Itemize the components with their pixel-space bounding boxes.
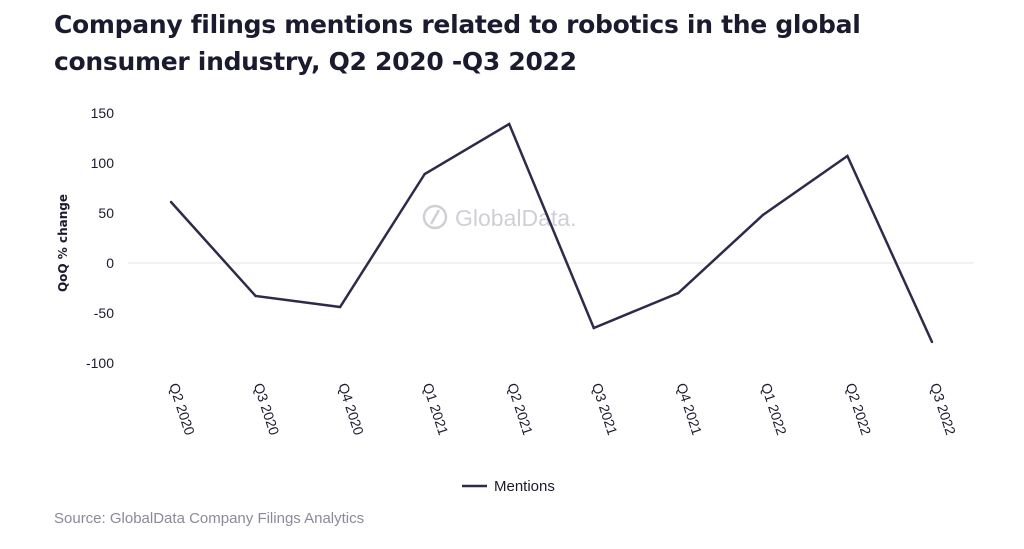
y-tick-label: 0	[106, 255, 114, 271]
y-tick-label: 50	[98, 205, 114, 221]
data-point	[846, 154, 849, 158]
y-tick-label: 100	[91, 155, 115, 171]
y-tick-label: -50	[94, 305, 114, 321]
watermark-text: GlobalData.	[455, 205, 576, 231]
x-tick-label: Q3 2022	[927, 381, 959, 437]
data-point	[169, 200, 173, 204]
x-tick-label: Q3 2021	[589, 381, 621, 437]
data-point	[508, 122, 511, 126]
y-axis: 150 100 50 0 -50 -100	[86, 105, 114, 371]
y-tick-label: -100	[86, 355, 114, 371]
data-point	[677, 291, 680, 295]
data-point	[930, 340, 934, 344]
x-tick-label: Q2 2021	[504, 381, 536, 437]
globaldata-logo-icon	[422, 204, 448, 230]
data-point	[254, 294, 257, 298]
x-tick-label: Q4 2021	[673, 381, 705, 437]
y-tick-label: 150	[91, 105, 115, 121]
x-tick-label: Q4 2020	[335, 381, 367, 437]
chart-title: Company filings mentions related to robo…	[54, 10, 861, 76]
x-tick-label: Q2 2022	[843, 381, 875, 437]
legend-label: Mentions	[494, 478, 555, 495]
x-tick-label: Q3 2020	[251, 381, 283, 437]
data-point	[592, 326, 595, 330]
source-note: Source: GlobalData Company Filings Analy…	[54, 510, 365, 527]
x-tick-label: Q2 2020	[166, 381, 198, 437]
series-line-mentions	[170, 122, 934, 343]
data-point	[338, 305, 342, 309]
data-point	[761, 213, 765, 217]
watermark-logo: GlobalData.	[422, 204, 576, 231]
y-axis-label: QoQ % change	[56, 194, 70, 292]
legend: Mentions	[462, 478, 555, 495]
x-axis: Q2 2020 Q3 2020 Q4 2020 Q1 2021 Q2 2021 Q3 20…	[166, 381, 959, 437]
data-point	[423, 172, 426, 176]
x-tick-label: Q1 2021	[420, 381, 452, 437]
x-tick-label: Q1 2022	[758, 381, 790, 437]
